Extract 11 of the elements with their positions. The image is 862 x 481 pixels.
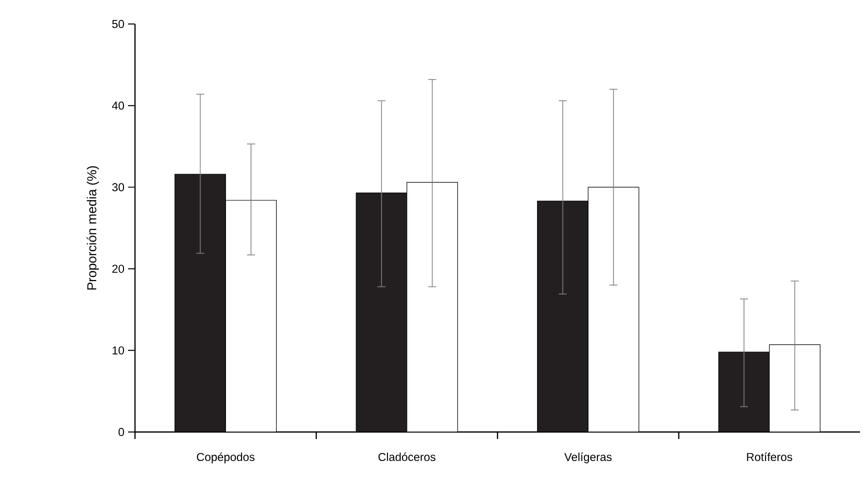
y-tick-label: 30: [112, 183, 124, 192]
y-tick-label: 40: [112, 102, 124, 110]
x-tick-label: Velígeras: [564, 452, 612, 464]
y-axis-title: Proporción media (%): [86, 166, 99, 290]
y-tick-label: 0: [118, 428, 124, 436]
y-tick-label: 50: [112, 20, 124, 28]
y-tick-label: 20: [112, 264, 124, 273]
y-tick-label: 10: [112, 346, 124, 354]
x-tick-label: Copépodos: [196, 452, 255, 464]
x-tick-label: Rotíferos: [747, 452, 792, 462]
x-tick-label: Cladóceros: [378, 452, 436, 462]
